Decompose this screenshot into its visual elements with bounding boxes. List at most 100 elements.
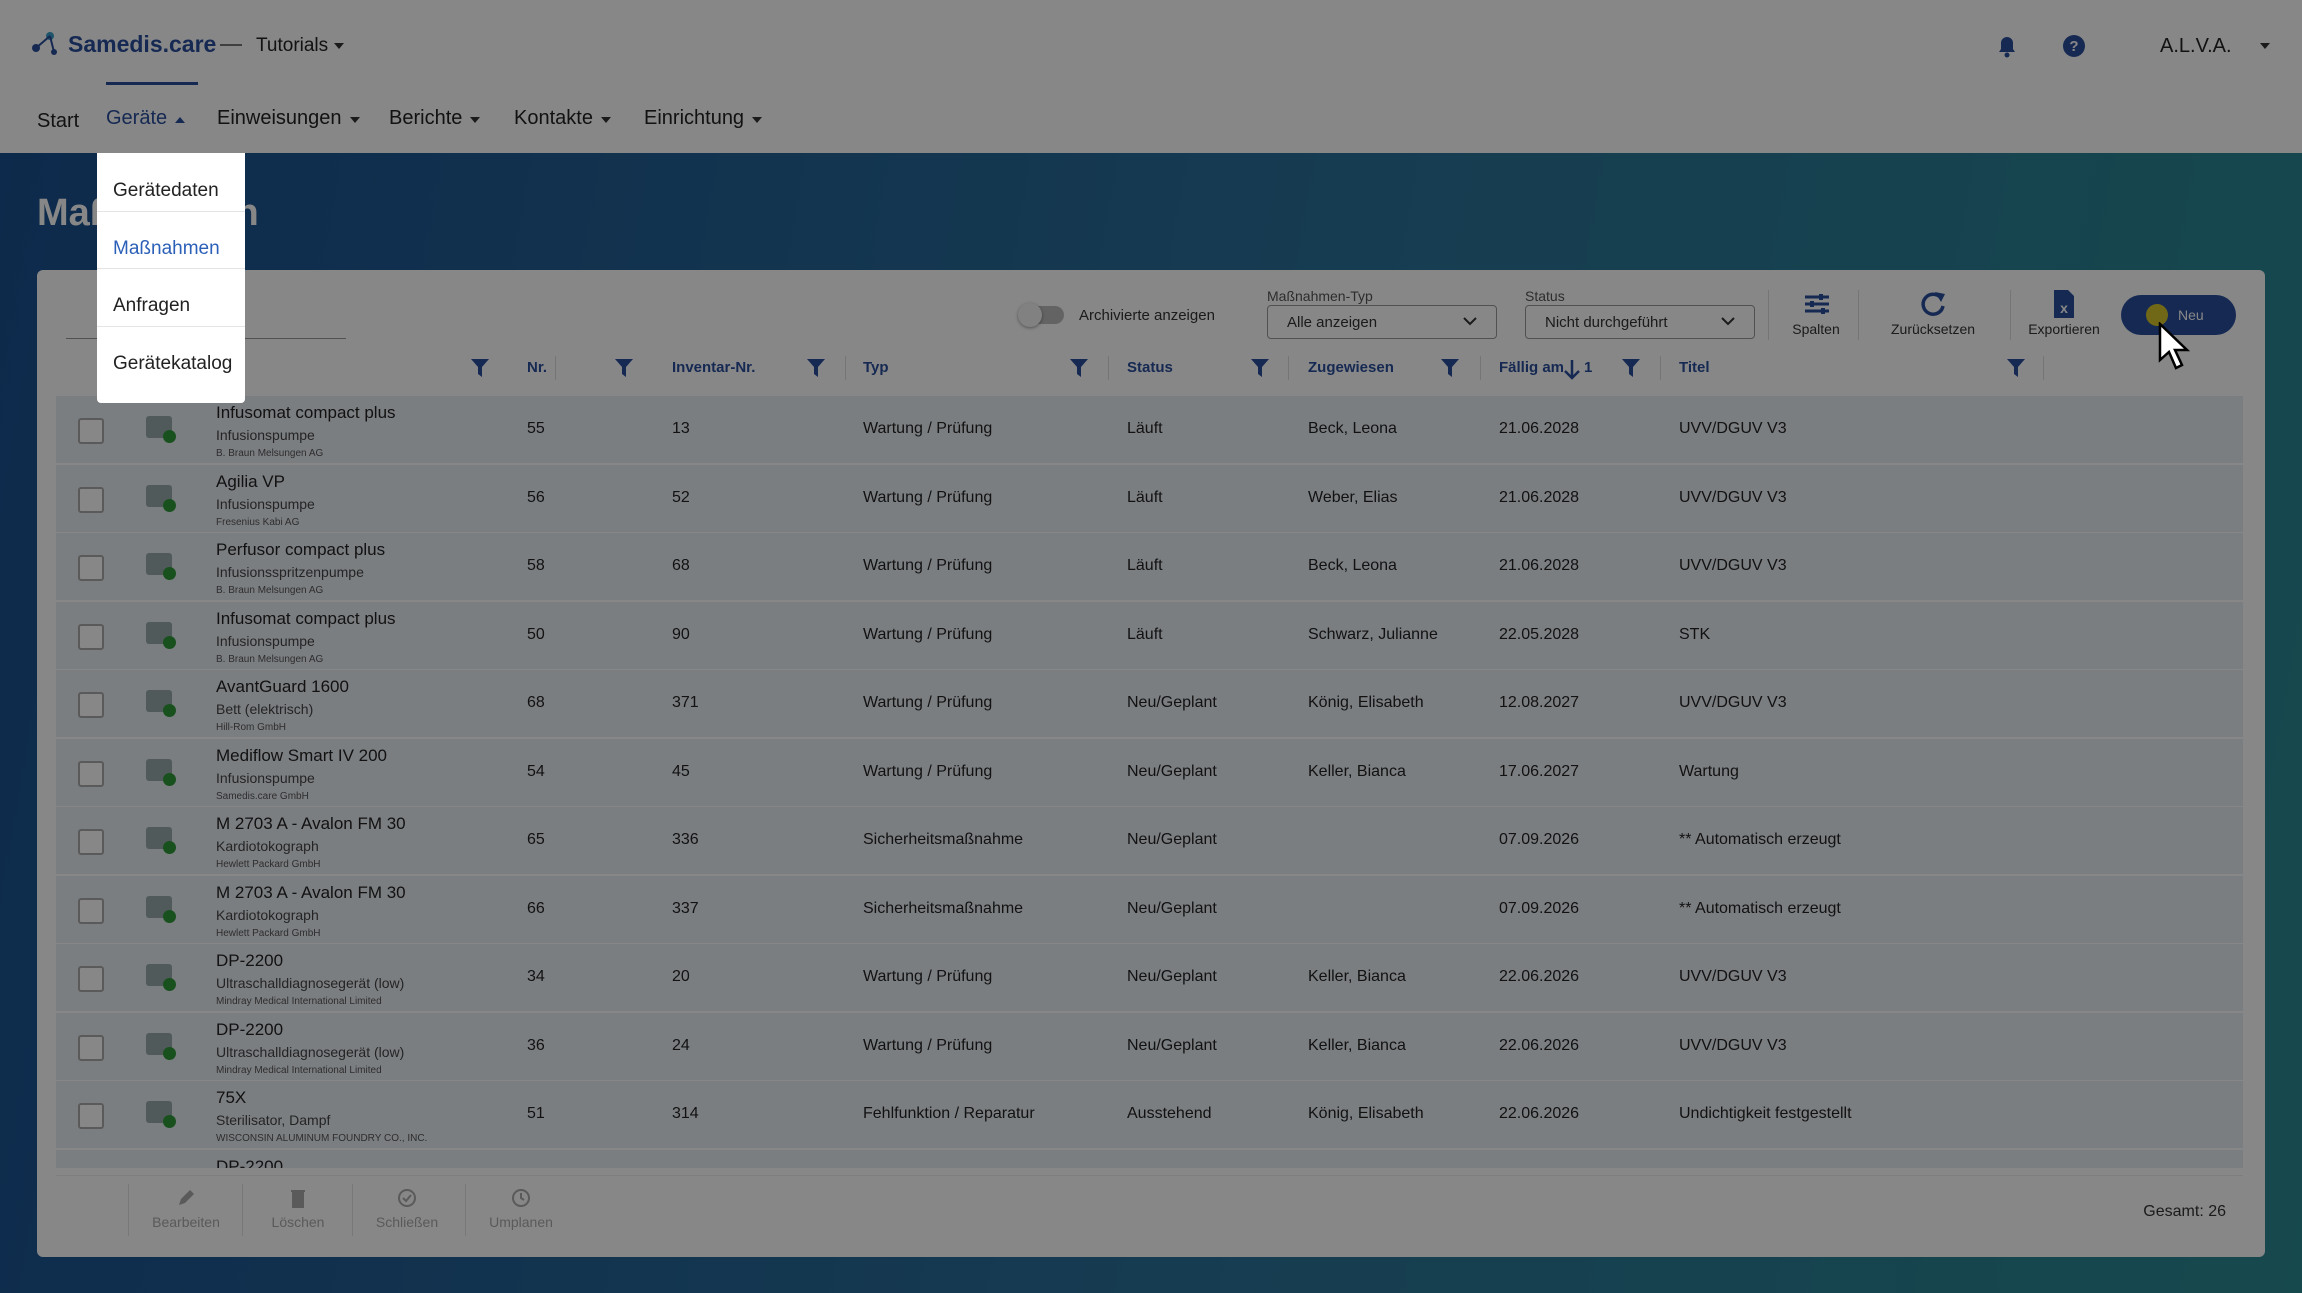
cell-typ: Wartung / Prüfung — [863, 968, 993, 985]
action-label[interactable]: Bearbeiten — [152, 1214, 220, 1230]
action-divider — [242, 1184, 243, 1236]
cell-typ: Wartung / Prüfung — [863, 557, 993, 574]
column-header[interactable]: Zugewiesen — [1308, 359, 1394, 376]
column-header[interactable]: Fällig am — [1499, 359, 1565, 376]
menu-item[interactable]: Anfragen — [113, 295, 191, 316]
nav-item[interactable]: Geräte — [106, 107, 168, 129]
cell-inv: 13 — [672, 420, 690, 437]
workspace[interactable]: Tutorials — [256, 35, 329, 56]
checkbox[interactable] — [78, 1034, 104, 1061]
checkbox[interactable] — [78, 829, 104, 855]
filter-icon[interactable] — [1441, 359, 1459, 377]
filter-icon[interactable] — [615, 359, 633, 377]
device-type: Sterilisator, Dampf — [216, 1112, 331, 1128]
column-header[interactable]: Titel — [1679, 359, 1710, 376]
cell-typ: Wartung / Prüfung — [863, 694, 993, 711]
cell-typ: Sicherheitsmaßnahme — [863, 831, 1024, 848]
filter-icon[interactable] — [471, 359, 489, 377]
device-name: DP-2200 — [216, 1156, 284, 1169]
column-divider — [1108, 356, 1109, 380]
menu-item[interactable]: Maßnahmen — [113, 237, 220, 259]
table-row[interactable]: DP-2200 Ultraschalldiagnosegerät (low) Min… — [56, 1012, 2243, 1080]
table-row[interactable]: AvantGuard 1600 Bett (elektrisch) Hill-Rom… — [56, 670, 2243, 737]
table-row[interactable]: DP-2200 — [56, 1149, 2243, 1169]
checkbox[interactable] — [78, 966, 104, 992]
button-label[interactable]: Zurücksetzen — [1890, 321, 1976, 337]
column-divider — [2043, 356, 2044, 380]
cell-due: 07.09.2026 — [1499, 831, 1580, 848]
table-row[interactable]: M 2703 A - Avalon FM 30 Kardiotokograph He… — [56, 875, 2243, 943]
caret — [600, 117, 611, 123]
cell-status: Neu/Geplant — [1127, 1036, 1217, 1054]
action-label[interactable]: Schließen — [375, 1214, 439, 1230]
device-type: Ultraschalldiagnosegerät (low) — [216, 1043, 405, 1060]
nav-item[interactable]: Kontakte — [514, 107, 593, 129]
nav-item[interactable]: Start — [37, 110, 80, 132]
column-header[interactable]: Status — [1127, 359, 1173, 376]
column-header[interactable]: Nr. — [527, 359, 548, 376]
new-button[interactable] — [2121, 295, 2236, 335]
manufacturer: Hewlett Packard GmbH — [216, 859, 321, 870]
sort-arrow[interactable] — [1563, 359, 1581, 381]
cell-title: UVV/DGUV V3 — [1679, 557, 1787, 574]
top-bar: Samedis.care Tutorials ? A.L.V.A. — [0, 0, 2302, 86]
device-name: DP-2200 — [216, 951, 284, 970]
filter-icon[interactable] — [1622, 359, 1640, 377]
columns-icon[interactable] — [1803, 292, 1831, 316]
action-label[interactable]: Umplanen — [489, 1214, 553, 1230]
menu-item[interactable]: Gerätekatalog — [113, 352, 233, 374]
user[interactable]: A.L.V.A. — [2160, 35, 2232, 57]
select[interactable] — [1267, 305, 1497, 339]
table-row[interactable]: Mediflow Smart IV 200 Infusionspumpe Samed… — [56, 738, 2243, 806]
checkbox[interactable] — [78, 623, 104, 650]
manufacturer: Mindray Medical International Limited — [216, 996, 382, 1007]
cell-assignee: Beck, Leona — [1308, 420, 1397, 437]
checkbox[interactable] — [78, 555, 104, 581]
nav-item[interactable]: Berichte — [389, 107, 463, 129]
filter-icon[interactable] — [2007, 359, 2025, 377]
checkbox[interactable] — [78, 692, 104, 718]
status-dot — [163, 1115, 176, 1128]
cell-title: UVV/DGUV V3 — [1679, 1036, 1787, 1054]
cell-title: STK — [1679, 625, 1711, 643]
help[interactable]: ? — [2062, 34, 2086, 58]
action-icon — [512, 1189, 530, 1207]
column-header[interactable]: Inventar-Nr. — [672, 359, 756, 376]
table-row[interactable]: Agilia VP Infusionspumpe Fresenius Kabi AG… — [56, 464, 2243, 532]
filter-icon[interactable] — [807, 359, 825, 377]
button-label[interactable]: Spalten — [1792, 321, 1840, 337]
bell[interactable] — [1996, 34, 2018, 58]
nav-item[interactable]: Einrichtung — [644, 107, 745, 129]
reset-icon[interactable] — [1919, 290, 1947, 318]
export-icon[interactable]: x — [2052, 289, 2076, 319]
checkbox[interactable] — [78, 760, 104, 787]
table-row[interactable]: DP-2200 Ultraschalldiagnosegerät (low) Min… — [56, 944, 2243, 1011]
table-row[interactable]: M 2703 A - Avalon FM 30 Kardiotokograph He… — [56, 807, 2243, 874]
menu-item[interactable]: Gerätedaten — [113, 180, 219, 201]
filter-icon[interactable] — [1070, 359, 1088, 377]
action-label[interactable]: Löschen — [271, 1214, 325, 1230]
checkbox[interactable] — [78, 486, 104, 513]
column-header[interactable]: Typ — [863, 359, 889, 376]
cell-title: UVV/DGUV V3 — [1679, 968, 1787, 985]
device-type: Ultraschalldiagnosegerät (low) — [216, 975, 405, 991]
nav-item[interactable]: Einweisungen — [217, 107, 342, 129]
checkbox[interactable] — [78, 1103, 104, 1129]
table-row[interactable]: 75X Sterilisator, Dampf WISCONSIN ALUMINUM… — [56, 1081, 2243, 1148]
table-row[interactable]: Perfusor compact plus Infusionsspritzenpu… — [56, 533, 2243, 600]
checkbox[interactable] — [78, 418, 104, 444]
action-divider — [352, 1184, 353, 1236]
select[interactable] — [1525, 305, 1755, 339]
checkbox[interactable] — [78, 897, 104, 924]
table-row[interactable]: Infusomat compact plus Infusionspumpe B. B… — [56, 601, 2243, 669]
cell-typ: Fehlfunktion / Reparatur — [863, 1105, 1035, 1122]
filter-icon[interactable] — [1251, 359, 1269, 377]
cell-nr: 55 — [527, 420, 545, 437]
button-label[interactable]: Exportieren — [2028, 321, 2100, 337]
separator — [2010, 290, 2011, 340]
select-value: Nicht durchgeführt — [1545, 314, 1668, 331]
table-row[interactable]: Infusomat compact plus Infusionspumpe B. B… — [56, 396, 2243, 463]
cell-nr: 66 — [527, 899, 545, 917]
caret — [2260, 43, 2270, 49]
